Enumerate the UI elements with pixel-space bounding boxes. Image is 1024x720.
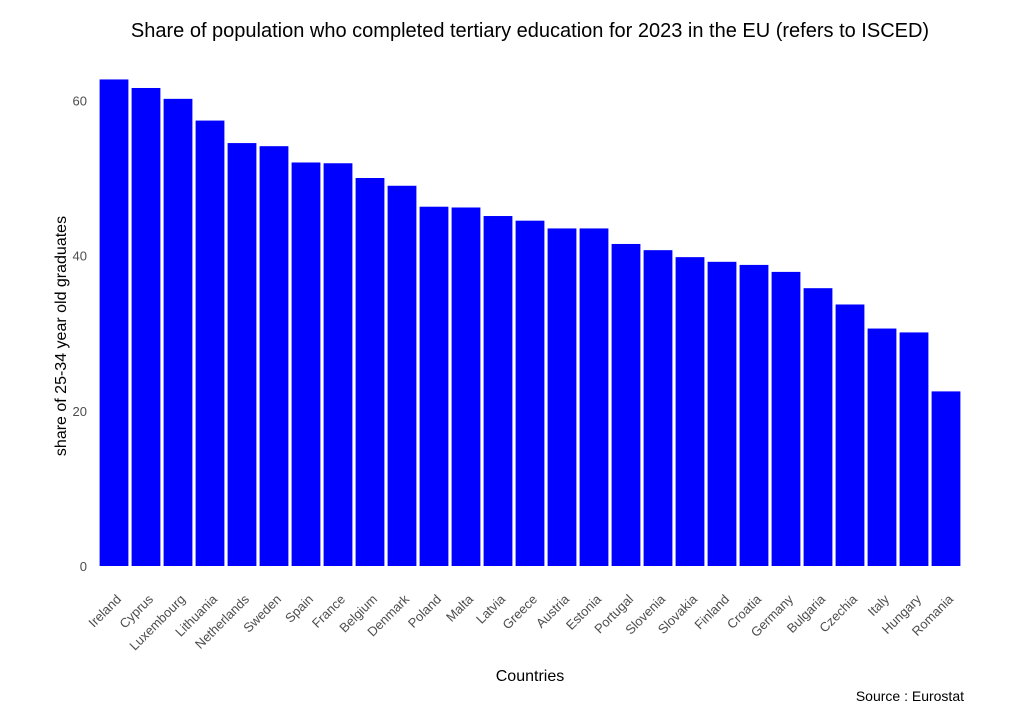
bars [99,79,961,567]
bar-germany [771,271,801,566]
y-tick-label: 0 [80,559,87,574]
y-axis-label: share of 25-34 year old graduates [53,216,70,456]
x-tick-label: Greece [499,592,540,633]
bar-belgium [355,178,385,566]
bar-greece [515,220,545,566]
x-tick-label: Malta [443,591,477,625]
bar-romania [931,391,961,566]
x-tick-label: Ireland [85,592,124,631]
bar-italy [867,328,897,566]
bar-estonia [579,228,609,566]
x-axis-ticks: IrelandCyprusLuxembourgLithuaniaNetherla… [85,591,956,653]
chart-title: Share of population who completed tertia… [130,20,930,42]
x-tick-label: Poland [405,592,444,631]
bar-portugal [611,243,641,566]
bar-latvia [483,216,513,567]
bar-bulgaria [803,288,833,566]
x-tick-label: Finland [691,592,732,633]
bar-sweden [259,146,289,566]
bar-croatia [739,264,769,566]
x-axis-label: Countries [496,668,564,685]
x-tick-label: Italy [865,591,893,619]
bar-hungary [899,332,929,566]
bar-netherlands [227,143,257,566]
y-tick-label: 40 [73,249,87,264]
bar-ireland [99,79,129,566]
bar-malta [451,207,481,566]
y-tick-label: 60 [73,93,87,108]
bar-luxembourg [163,98,193,567]
bar-slovakia [675,257,705,566]
bar-czechia [835,304,865,566]
bar-cyprus [131,87,161,566]
bar-spain [291,162,321,567]
bar-slovenia [643,250,673,566]
bar-austria [547,228,577,566]
y-tick-label: 20 [73,404,87,419]
bar-poland [419,206,449,566]
bar-finland [707,261,737,566]
bar-france [323,163,353,567]
bar-lithuania [195,120,225,567]
bar-denmark [387,185,417,566]
y-axis-ticks: 0 20 40 60 [73,93,87,574]
source-caption: Source : Eurostat [855,688,964,704]
